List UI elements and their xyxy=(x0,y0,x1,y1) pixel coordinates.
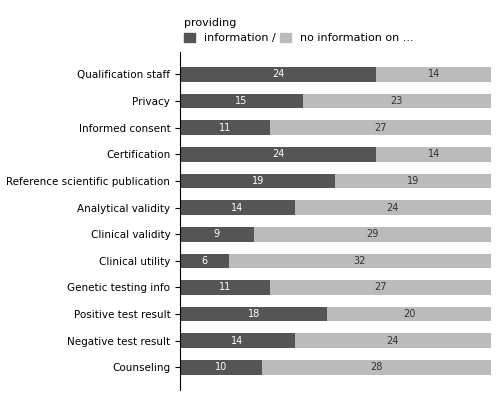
Bar xyxy=(328,307,491,322)
Bar xyxy=(376,67,491,82)
Bar xyxy=(262,360,491,375)
Text: 27: 27 xyxy=(374,283,386,293)
Bar xyxy=(336,174,491,188)
Text: 32: 32 xyxy=(354,256,366,266)
Text: 24: 24 xyxy=(386,203,399,213)
Bar xyxy=(180,94,302,108)
Text: 24: 24 xyxy=(386,336,399,346)
Text: 27: 27 xyxy=(374,123,386,133)
Text: 9: 9 xyxy=(214,229,220,239)
Text: 24: 24 xyxy=(272,149,284,159)
Text: 11: 11 xyxy=(219,123,231,133)
Text: 11: 11 xyxy=(219,283,231,293)
Text: 6: 6 xyxy=(202,256,207,266)
Bar xyxy=(294,334,491,348)
Text: 14: 14 xyxy=(231,336,243,346)
Text: 14: 14 xyxy=(428,69,440,80)
Bar xyxy=(270,280,491,295)
Bar xyxy=(376,147,491,162)
Text: 19: 19 xyxy=(407,176,420,186)
Bar xyxy=(180,254,229,268)
Bar xyxy=(302,94,491,108)
Text: 24: 24 xyxy=(272,69,284,80)
Text: 14: 14 xyxy=(428,149,440,159)
Text: 10: 10 xyxy=(215,362,227,373)
Bar xyxy=(180,280,270,295)
Bar xyxy=(180,227,254,242)
Bar xyxy=(180,147,376,162)
Text: 18: 18 xyxy=(248,309,260,319)
Text: 20: 20 xyxy=(403,309,415,319)
Bar xyxy=(180,67,376,82)
Text: 15: 15 xyxy=(235,96,248,106)
Legend: information /, no information on ...: information /, no information on ... xyxy=(180,13,418,48)
Bar xyxy=(180,200,294,215)
Bar xyxy=(180,334,294,348)
Text: 14: 14 xyxy=(231,203,243,213)
Text: 19: 19 xyxy=(252,176,264,186)
Bar xyxy=(180,360,262,375)
Bar xyxy=(180,174,336,188)
Bar xyxy=(294,200,491,215)
Bar xyxy=(254,227,491,242)
Bar xyxy=(270,120,491,135)
Text: 23: 23 xyxy=(390,96,403,106)
Bar xyxy=(180,307,328,322)
Text: 29: 29 xyxy=(366,229,378,239)
Bar xyxy=(229,254,491,268)
Text: 28: 28 xyxy=(370,362,382,373)
Bar xyxy=(180,120,270,135)
